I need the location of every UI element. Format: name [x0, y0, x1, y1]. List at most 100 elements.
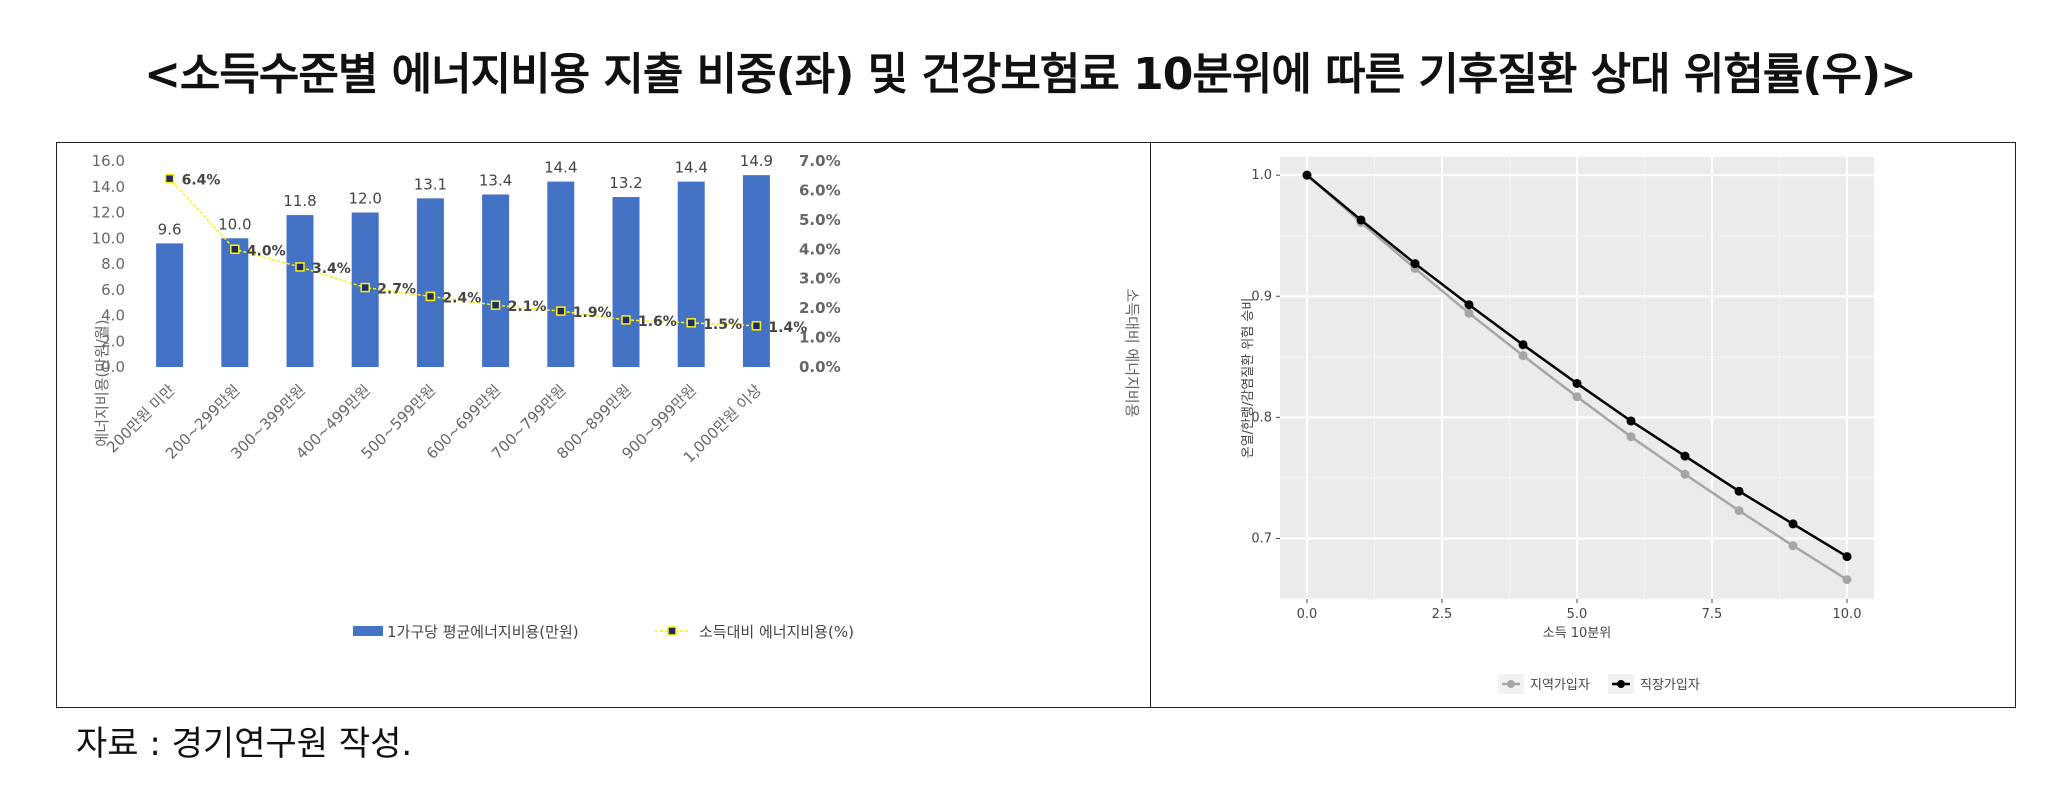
page-title: <소득수준별 에너지비용 지출 비중(좌) 및 건강보험료 10분위에 따른 기… [144, 49, 1917, 100]
bar-value-label: 14.9 [740, 152, 773, 170]
bar [221, 238, 249, 367]
y-tick-label: 1.0 [1251, 168, 1272, 183]
series-point [1518, 351, 1528, 361]
left-y-tick-label: 16.0 [92, 152, 125, 170]
bar-value-label: 11.8 [283, 192, 316, 210]
bar [416, 198, 444, 367]
percent-value-label: 4.0% [247, 243, 286, 259]
x-axis-title: 소득 10분위 [1543, 626, 1612, 641]
series-point [1626, 416, 1636, 426]
bar-value-label: 14.4 [544, 159, 577, 177]
right-y-tick-label: 3.0% [799, 270, 841, 288]
bar [547, 181, 575, 367]
right-y-tick-label: 1.0% [799, 329, 841, 347]
percent-marker [621, 315, 631, 325]
bar-value-label: 9.6 [158, 220, 182, 238]
right-y-axis-title: 소득대비 에너지비용 [1123, 289, 1141, 418]
percent-marker [295, 262, 305, 272]
bar-value-label: 13.4 [479, 171, 512, 189]
percent-value-label: 6.4% [182, 173, 221, 189]
bar-value-label: 12.0 [348, 190, 381, 208]
percent-value-label: 1.6% [638, 314, 677, 330]
series-point [1788, 541, 1798, 551]
bar-value-label: 10.0 [218, 215, 251, 233]
series-point [1842, 575, 1852, 585]
left-y-tick-label: 12.0 [92, 204, 125, 222]
left-y-tick-label: 8.0 [101, 255, 125, 273]
source-note: 자료 : 경기연구원 작성. [76, 724, 413, 764]
left-y-tick-label: 10.0 [92, 229, 125, 247]
right-y-tick-label: 4.0% [799, 240, 841, 258]
x-tick-label: 2.5 [1432, 607, 1453, 622]
percent-marker [164, 173, 175, 184]
y-tick-label: 0.8 [1251, 410, 1272, 425]
series-point [1356, 215, 1366, 225]
percent-marker [425, 291, 436, 302]
legend-bar-label: 1가구당 평균에너지비용(만원) [387, 623, 579, 641]
legend-label: 직장가입자 [1640, 678, 1700, 693]
legend-bar-swatch [353, 626, 383, 636]
left-y-tick-label: 2.0 [101, 332, 125, 350]
percent-marker [360, 282, 370, 293]
bar-value-label: 14.4 [674, 159, 707, 177]
bar-value-label: 13.1 [414, 175, 447, 193]
x-tick-label: 7.5 [1702, 607, 1723, 622]
percent-value-label: 3.4% [312, 261, 351, 277]
x-tick-label: 10.0 [1833, 607, 1862, 622]
series-point [1734, 506, 1744, 516]
right-y-tick-label: 2.0% [799, 299, 841, 317]
legend-line-label: 소득대비 에너지비용(%) [699, 623, 854, 641]
series-point [1464, 300, 1474, 310]
right-chart: 0.0 2.5 5.0 7.5 10.0 0.7 0.8 0.9 1.0 소득 10분위 온열/… [1241, 157, 1874, 694]
x-tick-label: 0.0 [1297, 607, 1318, 622]
left-y-tick-label: 6.0 [101, 281, 125, 299]
bar [156, 243, 184, 367]
percent-marker [490, 300, 501, 310]
percent-line [169, 178, 757, 327]
series-point [1680, 469, 1690, 479]
percent-marker [751, 321, 762, 331]
percent-marker [556, 306, 566, 316]
percent-marker [686, 318, 696, 328]
series-point [1302, 170, 1312, 180]
bar [612, 197, 640, 367]
right-y-tick-label: 6.0% [799, 181, 841, 199]
percent-value-label: 1.5% [703, 317, 742, 333]
y-tick-label: 0.7 [1251, 531, 1272, 546]
y-axis-title: 온열/한랭/감염질환 위험 승비 [1241, 298, 1256, 459]
chart-frame [56, 142, 2016, 708]
left-y-tick-label: 4.0 [101, 307, 125, 325]
left-y-axis-title: 에너지비용(만원/월) [93, 319, 111, 446]
left-y-tick-label: 0.0 [101, 358, 125, 376]
bar [482, 194, 510, 367]
y-tick-label: 0.9 [1251, 289, 1272, 304]
left-y-tick-label: 14.0 [92, 178, 125, 196]
series-point [1572, 392, 1582, 402]
x-tick-label: 5.0 [1567, 607, 1588, 622]
right-y-tick-label: 5.0% [799, 211, 841, 229]
series-point [1464, 308, 1474, 318]
percent-value-label: 2.7% [377, 282, 416, 298]
series-point [1410, 259, 1420, 269]
series-point [1842, 552, 1852, 562]
series-point [1572, 378, 1582, 388]
left-chart: 에너지비용(만원/월) 소득대비 에너지비용 0.0 2.0 4.0 6.0 8.0 10… [92, 152, 1141, 641]
percent-value-label: 1.9% [573, 305, 612, 321]
right-y-tick-label: 7.0% [799, 152, 841, 170]
bar [677, 181, 705, 367]
series-point [1788, 519, 1798, 529]
bar-value-label: 13.2 [609, 174, 642, 192]
legend-label: 지역가입자 [1530, 678, 1590, 693]
legend-key-point [1507, 680, 1515, 688]
percent-value-label: 1.4% [768, 320, 807, 336]
bar [286, 215, 314, 367]
percent-value-label: 2.1% [508, 299, 547, 315]
series-point [1680, 451, 1690, 461]
series-point [1518, 340, 1528, 350]
bar [742, 175, 770, 367]
percent-marker [230, 244, 240, 255]
legend-key-point [1617, 680, 1625, 688]
series-point [1734, 486, 1744, 496]
right-y-tick-label: 0.0% [799, 358, 841, 376]
series-point [1626, 432, 1636, 442]
